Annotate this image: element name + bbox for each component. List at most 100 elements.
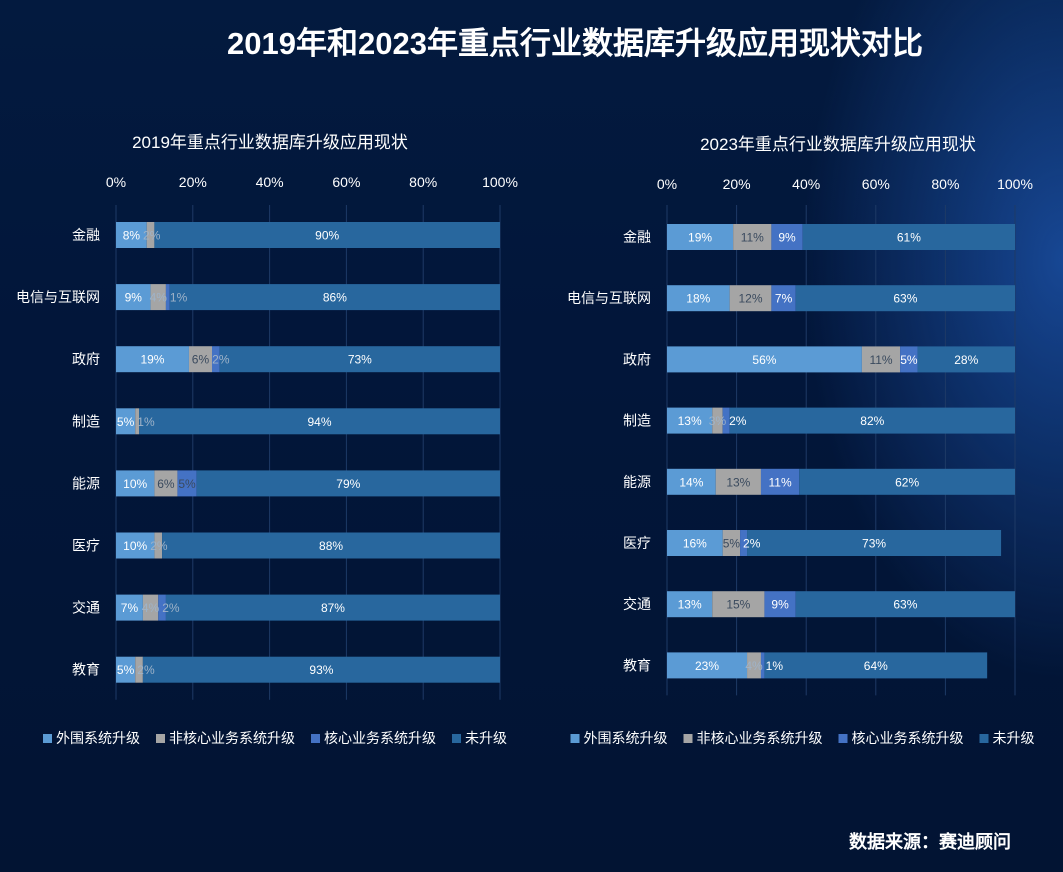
data-label: 10% [123, 539, 147, 553]
legend-label: 未升级 [465, 730, 507, 746]
data-label: 87% [321, 601, 345, 615]
bar-segment [802, 224, 1015, 250]
data-label: 4% [150, 291, 168, 305]
category-label: 能源 [623, 474, 651, 490]
data-label: 2% [743, 537, 761, 551]
data-label: 9% [771, 598, 789, 612]
data-label: 1% [137, 415, 155, 429]
category-label: 政府 [72, 351, 100, 367]
data-label: 5% [723, 537, 741, 551]
data-label: 4% [745, 659, 763, 673]
x-tick-label: 100% [482, 174, 518, 190]
bar-segment [142, 594, 159, 621]
data-label: 2% [143, 229, 161, 243]
legend-label: 核心业务系统升级 [324, 730, 436, 746]
legend-swatch [838, 734, 848, 743]
legend-label: 非核心业务系统升级 [169, 730, 295, 746]
legend-swatch [156, 734, 165, 743]
data-label: 23% [695, 659, 719, 673]
data-label: 19% [140, 353, 164, 367]
bar-segment [712, 591, 765, 618]
chart-title: 2023年重点行业数据库升级应用现状 [700, 135, 976, 154]
data-label: 11% [769, 475, 792, 489]
bar-segment [116, 408, 136, 435]
data-label: 13% [678, 414, 702, 428]
data-label: 1% [766, 659, 784, 673]
x-tick-label: 100% [997, 176, 1033, 192]
x-tick-label: 40% [256, 174, 284, 190]
legend-swatch [979, 734, 989, 743]
data-label: 79% [336, 477, 360, 491]
bar-segment [116, 284, 151, 311]
data-label: 5% [178, 477, 196, 491]
category-label: 交通 [72, 600, 100, 616]
data-label: 15% [726, 598, 750, 612]
bar-segment [747, 530, 1002, 556]
legend-swatch [43, 734, 52, 743]
bar-segment [142, 656, 500, 683]
bar-segment [196, 470, 500, 497]
data-label: 82% [860, 414, 884, 428]
data-label: 1% [170, 291, 188, 305]
bar-segment [747, 652, 761, 679]
x-tick-label: 40% [792, 176, 820, 192]
data-label: 88% [319, 539, 343, 553]
x-tick-label: 60% [862, 176, 890, 192]
legend-swatch [683, 734, 693, 743]
data-label: 19% [688, 231, 712, 245]
x-tick-label: 0% [106, 174, 126, 190]
category-label: 教育 [623, 657, 651, 673]
bar-segment [795, 285, 1015, 312]
bar-segment [722, 407, 730, 434]
category-label: 政府 [623, 351, 651, 367]
x-tick-label: 20% [723, 176, 751, 192]
data-label: 64% [864, 659, 888, 673]
legend-swatch [452, 734, 461, 743]
legend-label: 非核心业务系统升级 [697, 730, 823, 746]
bar-segment [667, 530, 723, 556]
bar-segment [740, 530, 748, 556]
data-label: 11% [869, 353, 892, 367]
data-label: 2% [162, 601, 180, 615]
bar-segment [150, 284, 166, 311]
bar-segment [861, 346, 901, 373]
main-title: 2019年和2023年重点行业数据库升级应用现状对比 [227, 26, 923, 61]
x-tick-label: 60% [332, 174, 360, 190]
bar-segment [154, 532, 163, 559]
bar-segment [712, 407, 723, 434]
bar-segment [116, 594, 143, 621]
data-label: 14% [679, 475, 703, 489]
data-label: 63% [893, 292, 917, 306]
category-label: 制造 [72, 413, 100, 429]
x-tick-label: 80% [409, 174, 437, 190]
legend-swatch [570, 734, 580, 743]
bar-segment [799, 468, 1015, 495]
category-label: 能源 [72, 475, 100, 491]
bar-segment [169, 284, 500, 311]
category-label: 金融 [72, 227, 100, 243]
data-label: 13% [726, 475, 750, 489]
bar-segment [667, 285, 730, 312]
data-label: 18% [686, 292, 710, 306]
bar-segment [722, 530, 741, 556]
bar-segment [165, 284, 170, 311]
data-label: 5% [117, 663, 135, 677]
data-label: 28% [954, 353, 978, 367]
bar-segment [795, 591, 1015, 618]
data-label: 2% [212, 353, 230, 367]
bar-segment [188, 346, 212, 373]
bar-segment [760, 652, 765, 679]
bar-segment [764, 591, 796, 618]
bar-segment [729, 407, 1015, 434]
data-label: 8% [123, 229, 141, 243]
bar-segment [135, 408, 140, 435]
data-label: 61% [897, 231, 921, 245]
bar-segment [116, 532, 155, 559]
data-label: 5% [900, 353, 918, 367]
bar-segment [667, 407, 713, 434]
legend-label: 核心业务系统升级 [852, 730, 964, 746]
bar-segment [146, 222, 155, 248]
data-label: 12% [739, 292, 763, 306]
x-tick-label: 80% [931, 176, 959, 192]
bar-segment [733, 224, 772, 250]
